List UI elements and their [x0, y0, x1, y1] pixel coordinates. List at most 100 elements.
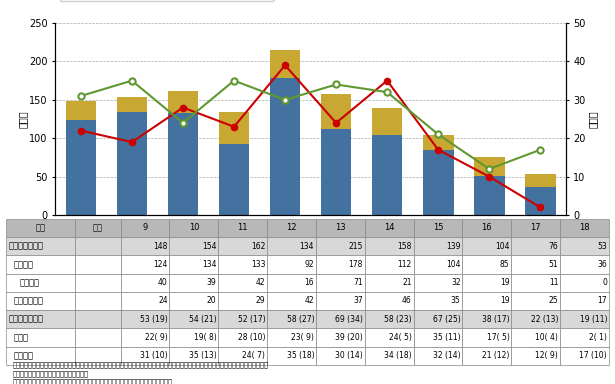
Text: 17: 17: [597, 296, 607, 305]
Bar: [76, 255, 121, 273]
Bar: [76, 310, 121, 328]
Bar: [170, 219, 218, 237]
Text: 178: 178: [349, 260, 363, 269]
Text: 42: 42: [304, 296, 314, 305]
Text: 35 (13): 35 (13): [189, 351, 216, 360]
Bar: [372, 108, 402, 135]
Bar: [218, 346, 267, 365]
Bar: [76, 346, 121, 365]
Bar: [270, 78, 300, 215]
Bar: [76, 219, 121, 237]
Bar: [365, 219, 413, 237]
Bar: [6, 255, 76, 273]
Text: 11: 11: [237, 223, 248, 232]
Bar: [219, 112, 249, 144]
Bar: [372, 135, 402, 215]
Text: 42: 42: [256, 278, 265, 287]
Bar: [121, 255, 170, 273]
Bar: [218, 328, 267, 346]
Text: 10( 4): 10( 4): [535, 333, 558, 342]
Text: 148: 148: [153, 242, 168, 251]
Text: 76: 76: [549, 242, 558, 251]
Text: 19: 19: [500, 278, 509, 287]
Text: 35 (11): 35 (11): [433, 333, 461, 342]
Text: 10: 10: [189, 223, 199, 232]
Text: 年次: 年次: [93, 223, 103, 232]
Text: 51: 51: [549, 260, 558, 269]
Bar: [316, 310, 365, 328]
Text: 39: 39: [207, 278, 216, 287]
Bar: [525, 187, 555, 215]
Text: 112: 112: [397, 260, 412, 269]
Text: 24: 24: [158, 296, 168, 305]
Text: 124: 124: [153, 260, 168, 269]
Bar: [462, 273, 511, 292]
Bar: [474, 176, 504, 215]
Text: 35 (18): 35 (18): [287, 351, 314, 360]
Bar: [6, 328, 76, 346]
Bar: [413, 219, 462, 237]
Text: 22 (13): 22 (13): [531, 315, 558, 324]
Text: 注１：「暴力団等」の欄は、暴力団等によるとみられる銃器発砲事件数を示し、暴力団構成員見等による銃器発砲事件数並びに暴力団の関与が
　　うかがわれる銃器発砲事件数: 注１：「暴力団等」の欄は、暴力団等によるとみられる銃器発砲事件数を示し、暴力団構…: [12, 361, 268, 384]
Y-axis label: （件）: （件）: [18, 110, 28, 128]
Bar: [218, 219, 267, 237]
Bar: [218, 237, 267, 255]
Bar: [121, 219, 170, 237]
Bar: [121, 292, 170, 310]
Bar: [462, 219, 511, 237]
Bar: [365, 237, 413, 255]
Text: 215: 215: [349, 242, 363, 251]
Bar: [560, 310, 609, 328]
Bar: [462, 292, 511, 310]
Text: 22( 9): 22( 9): [145, 333, 168, 342]
Bar: [413, 310, 462, 328]
Bar: [365, 273, 413, 292]
Bar: [560, 237, 609, 255]
Bar: [423, 150, 453, 215]
Bar: [511, 255, 560, 273]
Y-axis label: （人）: （人）: [587, 110, 597, 128]
Text: 139: 139: [446, 242, 461, 251]
Text: 19 (11): 19 (11): [579, 315, 607, 324]
Bar: [413, 328, 462, 346]
Text: 162: 162: [251, 242, 265, 251]
Bar: [267, 292, 316, 310]
Bar: [76, 292, 121, 310]
Bar: [316, 346, 365, 365]
Text: 13: 13: [335, 223, 346, 232]
Text: 134: 134: [300, 242, 314, 251]
Text: 16: 16: [482, 223, 492, 232]
Text: 死者数: 死者数: [14, 333, 28, 342]
Text: 32 (14): 32 (14): [433, 351, 461, 360]
Bar: [316, 273, 365, 292]
Bar: [511, 273, 560, 292]
Bar: [168, 91, 198, 113]
Text: 16: 16: [304, 278, 314, 287]
Text: 19: 19: [500, 296, 509, 305]
Bar: [560, 346, 609, 365]
Bar: [267, 328, 316, 346]
Bar: [218, 273, 267, 292]
Text: 67 (25): 67 (25): [433, 315, 461, 324]
Bar: [267, 255, 316, 273]
Bar: [218, 255, 267, 273]
Text: 14: 14: [384, 223, 394, 232]
Text: 21: 21: [402, 278, 412, 287]
Text: 15: 15: [433, 223, 443, 232]
Bar: [170, 237, 218, 255]
Bar: [462, 237, 511, 255]
Bar: [560, 255, 609, 273]
Bar: [413, 237, 462, 255]
Bar: [413, 346, 462, 365]
Text: その他・不明: その他・不明: [14, 296, 44, 305]
Bar: [218, 292, 267, 310]
Text: 46: 46: [402, 296, 412, 305]
Text: 54 (21): 54 (21): [189, 315, 216, 324]
Text: 対立抗争: 対立抗争: [20, 278, 39, 287]
Bar: [218, 310, 267, 328]
Bar: [511, 328, 560, 346]
Text: 暴力団等: 暴力団等: [14, 260, 33, 269]
Text: 71: 71: [354, 278, 363, 287]
Bar: [462, 310, 511, 328]
Bar: [413, 255, 462, 273]
